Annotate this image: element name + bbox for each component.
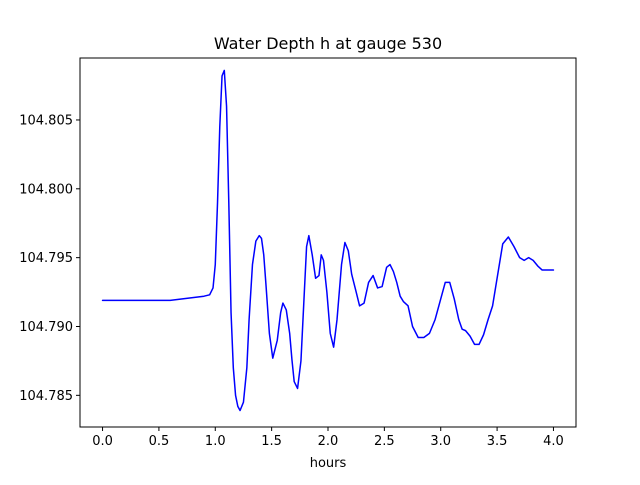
y-tick-label: 104.790 [19,320,73,335]
chart-title: Water Depth h at gauge 530 [214,34,442,53]
x-axis-ticks: 0.0 0.5 1.0 1.5 2.0 2.5 3.0 3.5 4.0 [92,427,564,449]
x-tick-label: 3.5 [487,434,508,449]
x-tick-label: 0.5 [149,434,170,449]
x-tick-label: 4.0 [543,434,564,449]
y-tick-label: 104.805 [19,113,73,128]
x-axis-label: hours [310,456,347,471]
x-tick-label: 0.0 [92,434,113,449]
y-axis-ticks: 104.785 104.790 104.795 104.800 104.805 [19,113,80,404]
series-line-0 [101,69,555,412]
x-tick-label: 1.0 [205,434,226,449]
x-tick-label: 2.0 [318,434,339,449]
x-tick-label: 2.5 [374,434,395,449]
x-tick-label: 3.0 [430,434,451,449]
x-tick-label: 1.5 [261,434,282,449]
y-tick-label: 104.795 [19,251,73,266]
y-tick-label: 104.785 [19,389,73,404]
series-layer [101,69,555,412]
y-tick-label: 104.800 [19,182,73,197]
